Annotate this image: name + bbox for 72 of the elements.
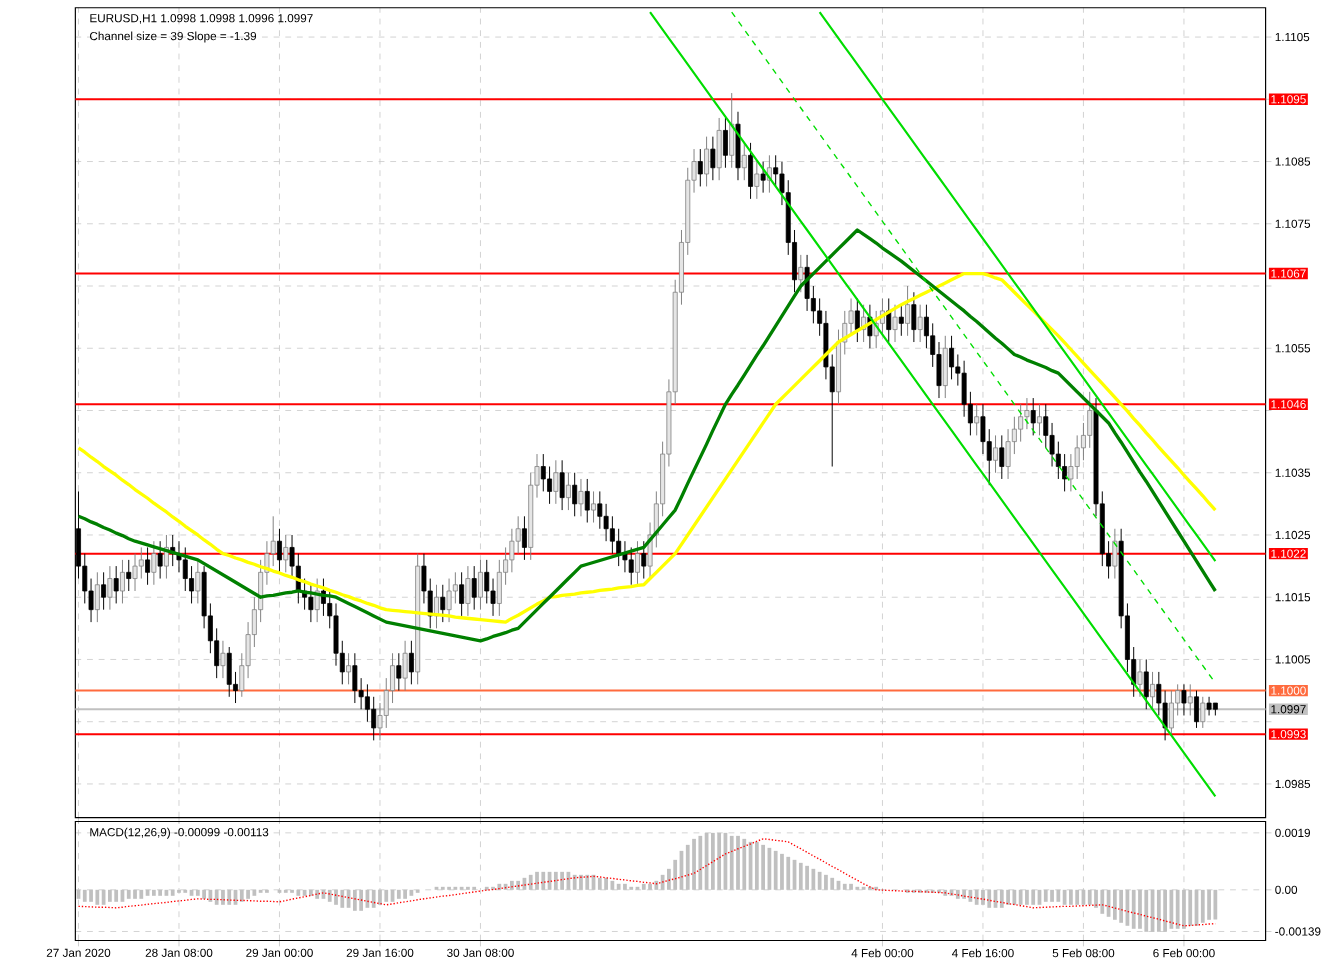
candlestick	[578, 478, 584, 517]
candlestick	[151, 540, 157, 586]
candlestick	[157, 540, 163, 580]
candlestick	[195, 559, 201, 605]
candlestick	[1200, 696, 1206, 729]
candlestick	[145, 547, 151, 586]
candlestick	[917, 304, 923, 343]
candlestick	[459, 571, 465, 617]
candlestick	[1194, 690, 1199, 729]
candlestick	[346, 652, 352, 685]
candlestick	[283, 534, 289, 573]
candlestick	[911, 291, 917, 343]
candlestick	[1181, 684, 1187, 717]
candlestick	[748, 142, 754, 200]
candlestick	[1137, 659, 1143, 698]
candlestick	[949, 335, 955, 381]
candlestick	[396, 652, 402, 692]
candlestick	[729, 92, 735, 169]
candlestick	[641, 540, 647, 580]
candlestick	[760, 161, 766, 194]
candlestick	[1112, 528, 1118, 580]
candlestick	[591, 491, 596, 524]
candlestick	[974, 403, 980, 437]
candlestick	[635, 540, 640, 586]
candlestick	[710, 136, 716, 181]
candlestick	[478, 559, 483, 611]
candlestick	[1037, 403, 1042, 437]
candlestick	[1187, 684, 1193, 717]
candlestick	[942, 335, 948, 399]
candlestick	[892, 304, 898, 343]
candlestick	[798, 254, 804, 293]
candlestick	[446, 578, 452, 623]
candlestick	[1150, 671, 1156, 710]
candlestick	[741, 142, 747, 181]
candlestick	[308, 584, 314, 623]
candlestick	[521, 515, 527, 561]
candlestick	[1168, 690, 1174, 735]
candlestick	[584, 478, 590, 524]
candlestick	[898, 304, 904, 337]
candlestick	[704, 136, 710, 188]
candlestick	[905, 285, 911, 337]
candlestick	[697, 148, 703, 188]
candlestick	[993, 435, 998, 474]
candlestick	[408, 640, 414, 685]
candlestick	[565, 472, 571, 511]
candlestick	[119, 559, 125, 605]
candlestick	[107, 565, 113, 611]
candlestick	[113, 565, 119, 605]
candlestick	[220, 640, 226, 679]
candlestick	[999, 435, 1005, 480]
candlestick	[94, 571, 100, 623]
candlestick	[126, 559, 132, 592]
candlestick	[628, 547, 634, 586]
candlestick	[735, 111, 741, 181]
candlestick	[559, 459, 565, 511]
candlestick	[1206, 696, 1212, 717]
candlestick	[471, 565, 477, 611]
candlestick	[101, 571, 107, 611]
candlestick	[1143, 659, 1149, 710]
candlestick	[352, 652, 358, 704]
candlestick	[754, 161, 760, 200]
candlestick	[226, 646, 232, 698]
candlestick	[440, 584, 446, 623]
candlestick	[1030, 397, 1036, 437]
candlestick	[402, 640, 408, 692]
candlestick	[716, 117, 722, 181]
candlestick	[572, 472, 578, 517]
candlestick	[277, 528, 282, 573]
candlestick	[553, 459, 559, 505]
candlestick	[465, 565, 471, 617]
candlestick	[722, 117, 728, 169]
candlestick	[132, 553, 138, 592]
